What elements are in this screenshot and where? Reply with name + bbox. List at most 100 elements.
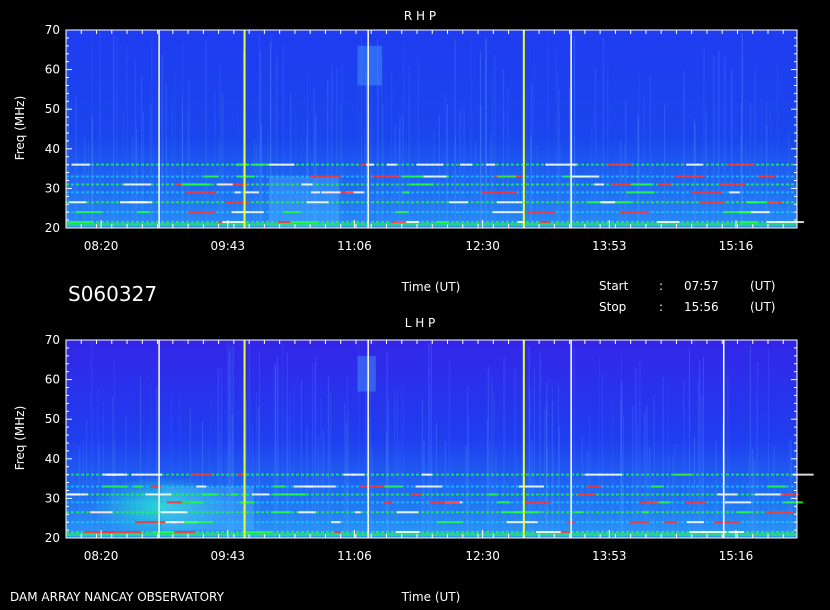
lhp-frame: [65, 339, 798, 539]
lhp-band-spot: [599, 473, 623, 476]
lhp-band-spot: [239, 501, 255, 504]
lhp-band-spot: [500, 511, 524, 514]
lhp-band-spot: [642, 511, 649, 514]
rhp-band-spot: [301, 183, 313, 186]
lhp-band-spot: [754, 493, 784, 496]
rhp-band-spot: [68, 201, 87, 204]
lhp-band-spot: [429, 501, 460, 504]
rhp-band-spot: [416, 163, 444, 166]
observation-id: S060327: [68, 282, 157, 306]
rhp-band-spot: [497, 191, 517, 194]
rhp-xtick-label: 12:30: [465, 239, 500, 253]
rhp-bottom-band: [66, 223, 797, 227]
lhp-title: L H P: [405, 316, 436, 330]
rhp-band-spot: [619, 211, 649, 214]
lhp-xtick-label: 12:30: [465, 549, 500, 563]
rhp-band-spot: [657, 183, 672, 186]
rhp-band-spot: [185, 191, 217, 194]
lhp-band-spot: [421, 473, 433, 476]
lhp-band-spot: [352, 473, 365, 476]
lhp-ytick-label: 40: [45, 452, 60, 466]
lhp-band-spot: [497, 501, 511, 504]
lhp-ylabel: Freq (MHz): [13, 406, 27, 471]
rhp-xtick-label: 08:20: [84, 239, 119, 253]
lhp-band-spot: [343, 473, 355, 476]
lhp-band-spot: [135, 521, 166, 524]
rhp-band-spot: [674, 175, 705, 178]
lhp-band-spot: [293, 485, 314, 488]
lhp-band-spot: [83, 531, 114, 534]
rhp-band-spot: [345, 191, 365, 194]
rhp-band-spot: [492, 211, 525, 214]
lhp-band-spot: [160, 511, 175, 514]
lhp-band-spot: [131, 473, 163, 476]
lhp-band-spot: [738, 511, 751, 514]
lhp-band-spot: [396, 511, 419, 514]
rhp-band-spot: [745, 201, 757, 204]
lhp-band-spot: [689, 531, 706, 534]
rhp-band-spot: [69, 221, 94, 224]
stop-unit: (UT): [750, 300, 775, 314]
lhp-ytick-label: 60: [45, 373, 60, 387]
rhp-band-spot: [729, 191, 741, 194]
rhp-band-spot: [545, 163, 577, 166]
rhp-ytick-label: 60: [45, 63, 60, 77]
lhp-band-spot: [517, 511, 540, 514]
lhp-band-spot: [201, 493, 217, 496]
rhp-band-spot: [283, 211, 301, 214]
rhp-title: R H P: [404, 9, 436, 23]
rhp-band-spot: [222, 221, 246, 224]
lhp-band-spot: [638, 501, 659, 504]
rhp-band-spot: [779, 221, 804, 224]
rhp-band-spot: [727, 163, 755, 166]
lhp-band-spot: [298, 511, 316, 514]
rhp-band-spot: [235, 163, 250, 166]
rhp-band-spot: [739, 221, 757, 224]
rhp-band-spot: [234, 191, 241, 194]
rhp-xtick-label: 11:06: [337, 239, 372, 253]
rhp-band-spot: [277, 221, 291, 224]
rhp-band-spot: [225, 201, 249, 204]
rhp-band-spot: [321, 191, 341, 194]
rhp-band-spot: [448, 201, 468, 204]
rhp-xtick-label: 09:43: [210, 239, 245, 253]
rhp-band-spot: [310, 191, 321, 194]
rhp-ylabel: Freq (MHz): [13, 96, 27, 161]
rhp-band-spot: [691, 191, 723, 194]
rhp-band-spot: [625, 191, 655, 194]
lhp-band-spot: [379, 485, 403, 488]
lhp-band-spot: [574, 511, 583, 514]
rhp-ytick-label: 30: [45, 181, 60, 195]
lhp-band-spot: [685, 501, 707, 504]
rhp-band-spot: [496, 201, 522, 204]
rhp-band-spot: [738, 211, 751, 214]
lhp-band-spot: [133, 485, 143, 488]
start-separator: :: [659, 279, 663, 293]
rhp-band-spot: [306, 201, 329, 204]
lhp-band-spot: [166, 501, 191, 504]
rhp-ytick-label: 40: [45, 142, 60, 156]
lhp-band-spot: [518, 485, 544, 488]
lhp-band-spot: [360, 485, 385, 488]
rhp-ytick-label: 20: [45, 221, 60, 235]
rhp-band-spot: [75, 211, 102, 214]
lhp-band-spot: [554, 531, 569, 534]
lhp-band-spot: [273, 493, 296, 496]
rhp-background: [66, 30, 797, 228]
lhp-band-spot: [304, 485, 336, 488]
lhp-band-spot: [584, 473, 601, 476]
lhp-band-spot: [151, 485, 161, 488]
rhp-band-spot: [188, 211, 217, 214]
lhp-band-spot: [415, 485, 443, 488]
lhp-band-spot: [230, 493, 238, 496]
rhp-band-spot: [401, 175, 432, 178]
lhp-band-spot: [714, 521, 740, 524]
lhp-band-spot: [650, 485, 664, 488]
rhp-band-spot: [332, 191, 354, 194]
rhp-band-spot: [372, 175, 400, 178]
lhp-band-spot: [488, 493, 497, 496]
lhp-xlabel: Time (UT): [401, 590, 461, 604]
rhp-band-spot: [630, 183, 652, 186]
lhp-band-spot: [183, 521, 214, 524]
lhp-band-spot: [106, 473, 128, 476]
